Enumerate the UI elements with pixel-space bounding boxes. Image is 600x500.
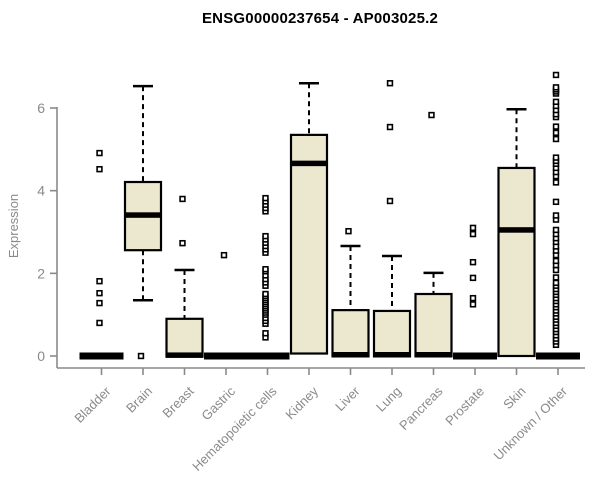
x-tick-label: Breast	[159, 383, 196, 420]
outlier-point-unknown-other	[552, 135, 560, 143]
x-tick-label: Unknown / Other	[491, 383, 571, 463]
outlier-point-lung	[386, 197, 394, 205]
outlier-point-bladder	[96, 299, 103, 307]
outlier-point-prostate	[469, 274, 477, 282]
outlier-point-unknown-other	[552, 71, 560, 79]
outlier-point-gastric	[220, 251, 228, 259]
outlier-point-unknown-other	[552, 212, 560, 219]
outlier-point-unknown-other	[552, 279, 560, 287]
outlier-point-hematopoietic-cells	[262, 232, 269, 240]
outlier-point-unknown-other	[552, 129, 560, 137]
outlier-point-unknown-other	[552, 257, 560, 265]
outlier-point-hematopoietic-cells	[262, 330, 269, 337]
y-tick-label: 2	[37, 265, 45, 281]
outlier-point-hematopoietic-cells	[262, 266, 269, 273]
collapsed-box-bladder	[79, 352, 124, 360]
outlier-point-prostate	[469, 258, 477, 266]
outlier-point-unknown-other	[552, 154, 560, 161]
outlier-point-hematopoietic-cells	[262, 194, 269, 202]
outlier-point-unknown-other	[552, 274, 560, 281]
collapsed-box-hematopoietic-cells	[245, 352, 290, 360]
chart-title: ENSG00000237654 - AP003025.2	[201, 10, 439, 27]
median-line-breast	[165, 352, 204, 358]
x-tick-label: Prostate	[442, 384, 487, 429]
x-tick-label: Lung	[373, 384, 404, 415]
outlier-point-unknown-other	[552, 198, 560, 206]
y-tick-label: 4	[37, 183, 45, 199]
outlier-point-liver	[345, 227, 352, 235]
outlier-point-pancreas	[428, 111, 435, 119]
y-tick-label: 6	[37, 100, 45, 116]
outlier-point-bladder	[96, 277, 103, 285]
box-lung	[372, 309, 412, 358]
outlier-point-bladder	[96, 149, 103, 157]
x-tick-label: Skin	[500, 384, 528, 412]
outlier-point-breast	[179, 195, 186, 203]
outlier-point-breast	[179, 239, 186, 247]
outlier-point-hematopoietic-cells	[262, 290, 269, 298]
box-breast	[165, 317, 204, 358]
median-line-skin	[497, 227, 536, 233]
collapsed-box-unknown-other	[536, 352, 580, 360]
outlier-point-bladder	[96, 319, 103, 327]
collapsed-box-prostate	[453, 352, 497, 360]
outlier-point-prostate	[469, 224, 477, 232]
median-line-liver	[331, 352, 370, 358]
box-pancreas	[414, 292, 453, 358]
box-liver	[331, 309, 370, 358]
median-line-kidney	[290, 160, 328, 167]
x-tick-label: Bladder	[71, 383, 114, 426]
outlier-point-prostate	[469, 294, 477, 302]
median-line-pancreas	[414, 352, 453, 358]
outlier-point-prostate	[469, 301, 477, 308]
outlier-point-bladder	[96, 165, 103, 173]
y-tick-label: 0	[37, 348, 45, 364]
x-tick-label: Pancreas	[396, 383, 446, 433]
x-tick-label: Liver	[332, 383, 363, 414]
outlier-point-unknown-other	[552, 266, 560, 274]
outlier-point-unknown-other	[552, 226, 560, 234]
outlier-point-unknown-other	[552, 98, 560, 106]
collapsed-box-gastric	[204, 352, 248, 360]
outlier-point-bladder	[96, 289, 103, 297]
x-tick-label: Brain	[123, 384, 155, 416]
outlier-point-unknown-other	[552, 179, 560, 186]
outlier-point-brain	[137, 352, 145, 360]
box-kidney	[289, 133, 329, 355]
outlier-point-prostate	[469, 230, 477, 238]
y-axis-title: Expression	[6, 193, 21, 259]
outlier-point-lung	[386, 80, 394, 87]
outlier-point-unknown-other	[552, 123, 560, 130]
outlier-point-lung	[386, 123, 394, 131]
outlier-point-unknown-other	[552, 84, 560, 91]
x-tick-label: Kidney	[282, 383, 321, 422]
box-skin	[497, 166, 536, 358]
x-tick-label: Gastric	[198, 383, 238, 423]
median-line-lung	[373, 352, 411, 358]
median-line-brain	[124, 212, 162, 218]
